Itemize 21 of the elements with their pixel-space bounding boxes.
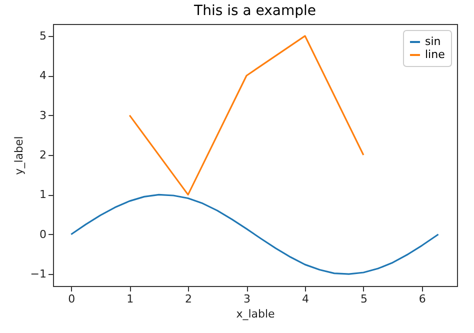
line-series bbox=[128, 35, 364, 196]
x-axis-title: x_lable bbox=[236, 308, 276, 320]
y-tick-label: 5 bbox=[40, 29, 46, 42]
chart-title: This is a example bbox=[193, 3, 316, 19]
legend-label: line bbox=[425, 48, 446, 61]
x-tick-label: 1 bbox=[126, 292, 134, 306]
x-tick-label: 4 bbox=[302, 292, 309, 306]
y-tick-label: 4 bbox=[40, 69, 46, 82]
y-tick-label: 3 bbox=[40, 108, 46, 122]
x-tick-label: 3 bbox=[244, 292, 251, 306]
x-tick-label: 0 bbox=[68, 292, 76, 306]
y-tick-label: −1 bbox=[30, 268, 46, 281]
x-tick-label: 5 bbox=[360, 292, 368, 306]
y-axis-title: y_label bbox=[12, 136, 26, 175]
legend-label: sin bbox=[425, 35, 441, 48]
y-tick-label: 0 bbox=[40, 228, 46, 241]
x-tick-label: 2 bbox=[185, 292, 192, 306]
line-series bbox=[70, 194, 440, 275]
y-tick-label: 2 bbox=[40, 148, 46, 162]
x-tick-label: 6 bbox=[418, 292, 426, 306]
y-tick-label: 1 bbox=[40, 188, 46, 202]
